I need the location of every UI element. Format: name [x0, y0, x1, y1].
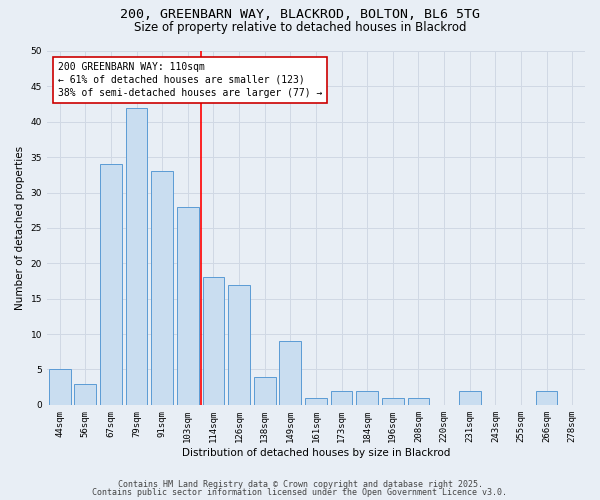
- Text: 200 GREENBARN WAY: 110sqm
← 61% of detached houses are smaller (123)
38% of semi: 200 GREENBARN WAY: 110sqm ← 61% of detac…: [58, 62, 322, 98]
- Bar: [74, 384, 96, 405]
- Bar: [254, 376, 275, 405]
- Text: Size of property relative to detached houses in Blackrod: Size of property relative to detached ho…: [134, 21, 466, 34]
- Bar: [126, 108, 148, 405]
- Bar: [203, 278, 224, 405]
- Text: 200, GREENBARN WAY, BLACKROD, BOLTON, BL6 5TG: 200, GREENBARN WAY, BLACKROD, BOLTON, BL…: [120, 8, 480, 20]
- Bar: [49, 370, 71, 405]
- Text: Contains public sector information licensed under the Open Government Licence v3: Contains public sector information licen…: [92, 488, 508, 497]
- Bar: [177, 206, 199, 405]
- Y-axis label: Number of detached properties: Number of detached properties: [15, 146, 25, 310]
- Text: Contains HM Land Registry data © Crown copyright and database right 2025.: Contains HM Land Registry data © Crown c…: [118, 480, 482, 489]
- Bar: [151, 172, 173, 405]
- Bar: [536, 390, 557, 405]
- Bar: [100, 164, 122, 405]
- Bar: [228, 284, 250, 405]
- Bar: [305, 398, 327, 405]
- X-axis label: Distribution of detached houses by size in Blackrod: Distribution of detached houses by size …: [182, 448, 450, 458]
- Bar: [459, 390, 481, 405]
- Bar: [280, 341, 301, 405]
- Bar: [407, 398, 430, 405]
- Bar: [382, 398, 404, 405]
- Bar: [331, 390, 352, 405]
- Bar: [356, 390, 378, 405]
